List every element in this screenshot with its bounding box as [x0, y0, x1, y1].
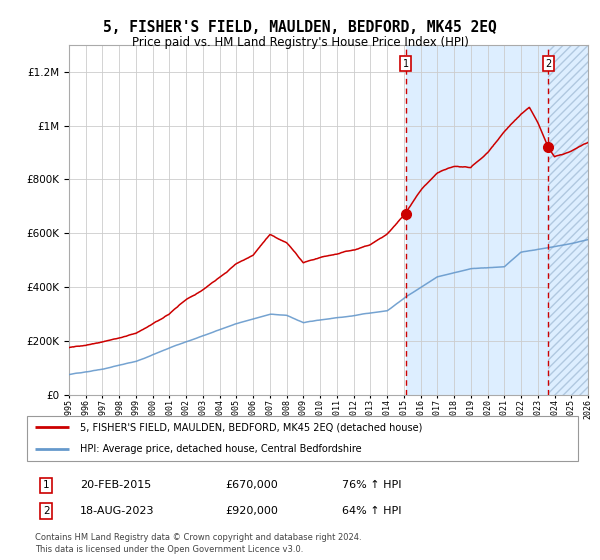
Bar [406, 45, 588, 395]
Bar [548, 45, 588, 395]
Text: 1: 1 [43, 480, 50, 490]
Text: 2: 2 [545, 59, 551, 69]
Text: 18-AUG-2023: 18-AUG-2023 [80, 506, 154, 516]
Text: 5, FISHER'S FIELD, MAULDEN, BEDFORD, MK45 2EQ: 5, FISHER'S FIELD, MAULDEN, BEDFORD, MK4… [103, 20, 497, 35]
Text: 5, FISHER'S FIELD, MAULDEN, BEDFORD, MK45 2EQ (detached house): 5, FISHER'S FIELD, MAULDEN, BEDFORD, MK4… [80, 422, 422, 432]
Text: £920,000: £920,000 [225, 506, 278, 516]
Text: 2: 2 [43, 506, 50, 516]
Text: £670,000: £670,000 [225, 480, 278, 490]
Text: 20-FEB-2015: 20-FEB-2015 [80, 480, 151, 490]
Text: HPI: Average price, detached house, Central Bedfordshire: HPI: Average price, detached house, Cent… [80, 444, 361, 454]
Text: Contains HM Land Registry data © Crown copyright and database right 2024.
This d: Contains HM Land Registry data © Crown c… [35, 533, 362, 554]
Text: 64% ↑ HPI: 64% ↑ HPI [342, 506, 401, 516]
Text: 1: 1 [403, 59, 409, 69]
Text: Price paid vs. HM Land Registry's House Price Index (HPI): Price paid vs. HM Land Registry's House … [131, 36, 469, 49]
Text: 76% ↑ HPI: 76% ↑ HPI [342, 480, 401, 490]
